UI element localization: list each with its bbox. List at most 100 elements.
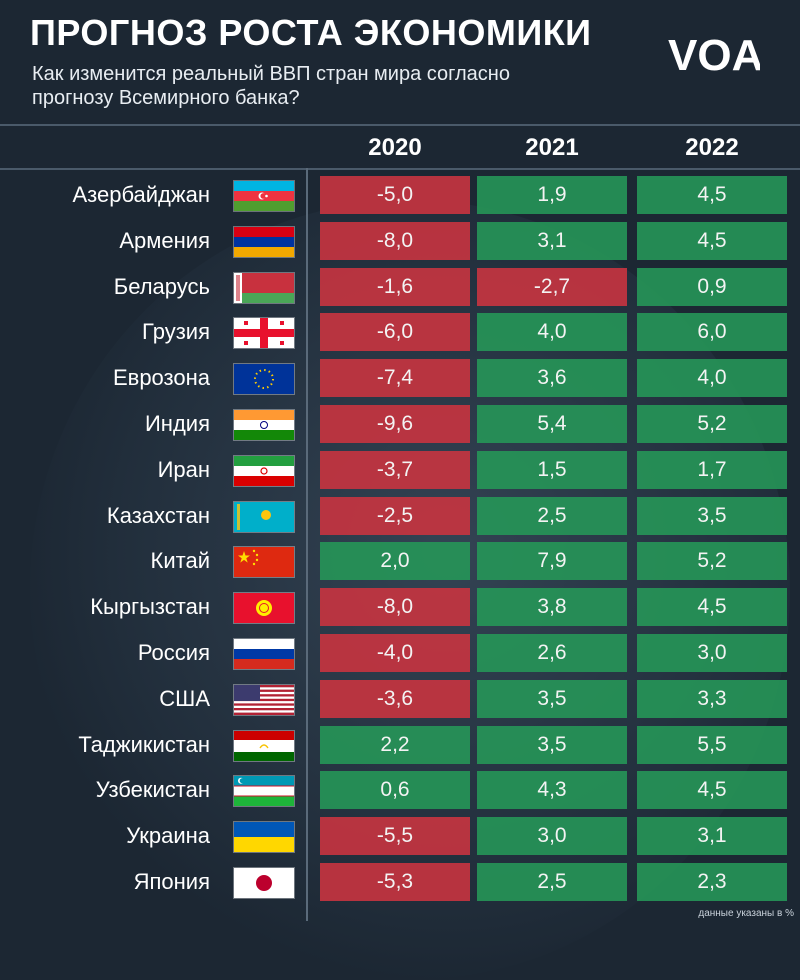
value-cell-2022: 1,7 xyxy=(637,450,787,489)
voa-logo: VOA xyxy=(668,26,763,84)
value-cell-2021: 1,5 xyxy=(477,450,627,489)
table-row: Еврозона -7,4 3,6 4,0 xyxy=(0,359,800,398)
country-label: Индия xyxy=(144,411,210,436)
ukraine-flag xyxy=(233,821,295,854)
value-cell-2020: -9,6 xyxy=(320,405,470,443)
value-cell-2022: 3,5 xyxy=(637,496,787,535)
value-cell-2020: -4,0 xyxy=(320,634,470,672)
usa-flag xyxy=(233,683,295,716)
value-cell-2020: -8,0 xyxy=(320,221,470,260)
country-label: Грузия xyxy=(142,319,210,345)
value-cell-2022: 4,5 xyxy=(637,176,787,214)
table-row: Казахстан -2,5 2,5 3,5 xyxy=(0,496,800,535)
azerbaijan-flag xyxy=(233,180,295,212)
china-flag xyxy=(233,546,295,579)
voa-logo-text: VOA xyxy=(668,31,760,80)
table-row: Грузия -6,0 4,0 6,0 xyxy=(0,313,800,352)
uzbekistan-flag xyxy=(233,775,295,808)
value-cell-2022: 4,5 xyxy=(637,221,787,260)
table-row: Украина -5,5 3,0 3,1 xyxy=(0,817,800,856)
value-cell-2020: 2,0 xyxy=(320,542,470,581)
table-row: США -3,6 3,5 3,3 xyxy=(0,679,800,718)
value-cell-2020: -3,6 xyxy=(320,679,470,718)
value-cell-2020: -5,0 xyxy=(320,176,470,214)
page-subtitle: Как изменится реальный ВВП стран мира со… xyxy=(32,63,510,109)
value-cell-2020: -5,3 xyxy=(320,863,470,901)
value-cell-2022: 5,2 xyxy=(637,542,787,581)
country-label: Беларусь xyxy=(113,273,210,299)
value-cell-2021: 3,5 xyxy=(477,725,627,764)
value-cell-2020: 2,2 xyxy=(320,725,470,764)
country-label: Япония xyxy=(133,869,210,894)
value-cell-2022: 3,0 xyxy=(637,634,787,672)
page-title: ПРОГНОЗ РОСТА ЭКОНОМИКИ xyxy=(30,12,592,53)
country-label: Таджикистан xyxy=(78,731,210,757)
value-cell-2021: -2,7 xyxy=(477,267,627,306)
iran-flag xyxy=(233,454,295,487)
country-label: Кыргызстан xyxy=(90,594,210,620)
table-row: Кыргызстан -8,0 3,8 4,5 xyxy=(0,588,800,627)
table-row: Россия -4,0 2,6 3,0 xyxy=(0,634,800,672)
country-label: Азербайджан xyxy=(72,182,210,207)
russia-flag xyxy=(233,638,295,670)
country-label: Китай xyxy=(150,548,210,574)
table-row: Армения -8,0 3,1 4,5 xyxy=(0,221,800,260)
year-header-2020: 2020 xyxy=(368,134,422,161)
value-cell-2020: -7,4 xyxy=(320,359,470,398)
georgia-flag xyxy=(233,317,295,350)
value-cell-2020: -6,0 xyxy=(320,313,470,352)
india-flag xyxy=(233,409,295,441)
value-cell-2020: -3,7 xyxy=(320,450,470,489)
value-cell-2021: 7,9 xyxy=(477,542,627,581)
value-cell-2021: 4,3 xyxy=(477,771,627,810)
table-row: Таджикистан 2,2 3,5 5,5 xyxy=(0,725,800,764)
value-cell-2021: 3,1 xyxy=(477,221,627,260)
value-cell-2022: 5,2 xyxy=(637,405,787,443)
value-cell-2021: 3,5 xyxy=(477,679,627,718)
value-cell-2021: 3,6 xyxy=(477,359,627,398)
footnote: данные указаны в % xyxy=(698,908,794,919)
value-cell-2022: 4,5 xyxy=(637,588,787,627)
country-label: Иран xyxy=(157,456,210,482)
country-label: США xyxy=(159,685,210,711)
country-label: Россия xyxy=(137,640,210,665)
japan-flag xyxy=(233,867,295,899)
table-row: Индия -9,6 5,4 5,2 xyxy=(0,405,800,443)
country-label: Армения xyxy=(119,227,210,253)
value-cell-2022: 6,0 xyxy=(637,313,787,352)
value-cell-2021: 5,4 xyxy=(477,405,627,443)
table-row: Азербайджан -5,0 1,9 4,5 xyxy=(0,176,800,214)
kazakhstan-flag xyxy=(233,500,295,533)
value-cell-2022: 4,5 xyxy=(637,771,787,810)
table-row: Иран -3,7 1,5 1,7 xyxy=(0,450,800,489)
belarus-flag xyxy=(233,271,295,304)
table-row: Китай 2,0 7,9 5,2 xyxy=(0,542,800,581)
value-cell-2020: -5,5 xyxy=(320,817,470,856)
value-cell-2021: 2,6 xyxy=(477,634,627,672)
value-cell-2021: 4,0 xyxy=(477,313,627,352)
kyrgyzstan-flag xyxy=(233,592,295,625)
value-cell-2020: -1,6 xyxy=(320,267,470,306)
value-cell-2022: 3,3 xyxy=(637,679,787,718)
year-header-2022: 2022 xyxy=(685,134,739,161)
value-cell-2021: 3,8 xyxy=(477,588,627,627)
value-cell-2022: 4,0 xyxy=(637,359,787,398)
label-divider xyxy=(306,168,308,921)
header: ПРОГНОЗ РОСТА ЭКОНОМИКИ Как изменится ре… xyxy=(0,0,800,122)
value-cell-2022: 5,5 xyxy=(637,725,787,764)
country-label: Еврозона xyxy=(112,365,210,391)
table-row: Япония -5,3 2,5 2,3 xyxy=(0,863,800,901)
table-row: Беларусь -1,6 -2,7 0,9 xyxy=(0,267,800,306)
country-label: Украина xyxy=(126,823,210,849)
year-header-2021: 2021 xyxy=(525,134,579,161)
value-cell-2021: 1,9 xyxy=(477,176,627,214)
armenia-flag xyxy=(233,225,295,258)
value-cell-2020: 0,6 xyxy=(320,771,470,810)
value-cell-2022: 2,3 xyxy=(637,863,787,901)
value-cell-2021: 2,5 xyxy=(477,863,627,901)
value-cell-2022: 0,9 xyxy=(637,267,787,306)
value-cell-2022: 3,1 xyxy=(637,817,787,856)
value-cell-2020: -8,0 xyxy=(320,588,470,627)
country-label: Узбекистан xyxy=(95,777,210,803)
tajikistan-flag xyxy=(233,729,295,762)
